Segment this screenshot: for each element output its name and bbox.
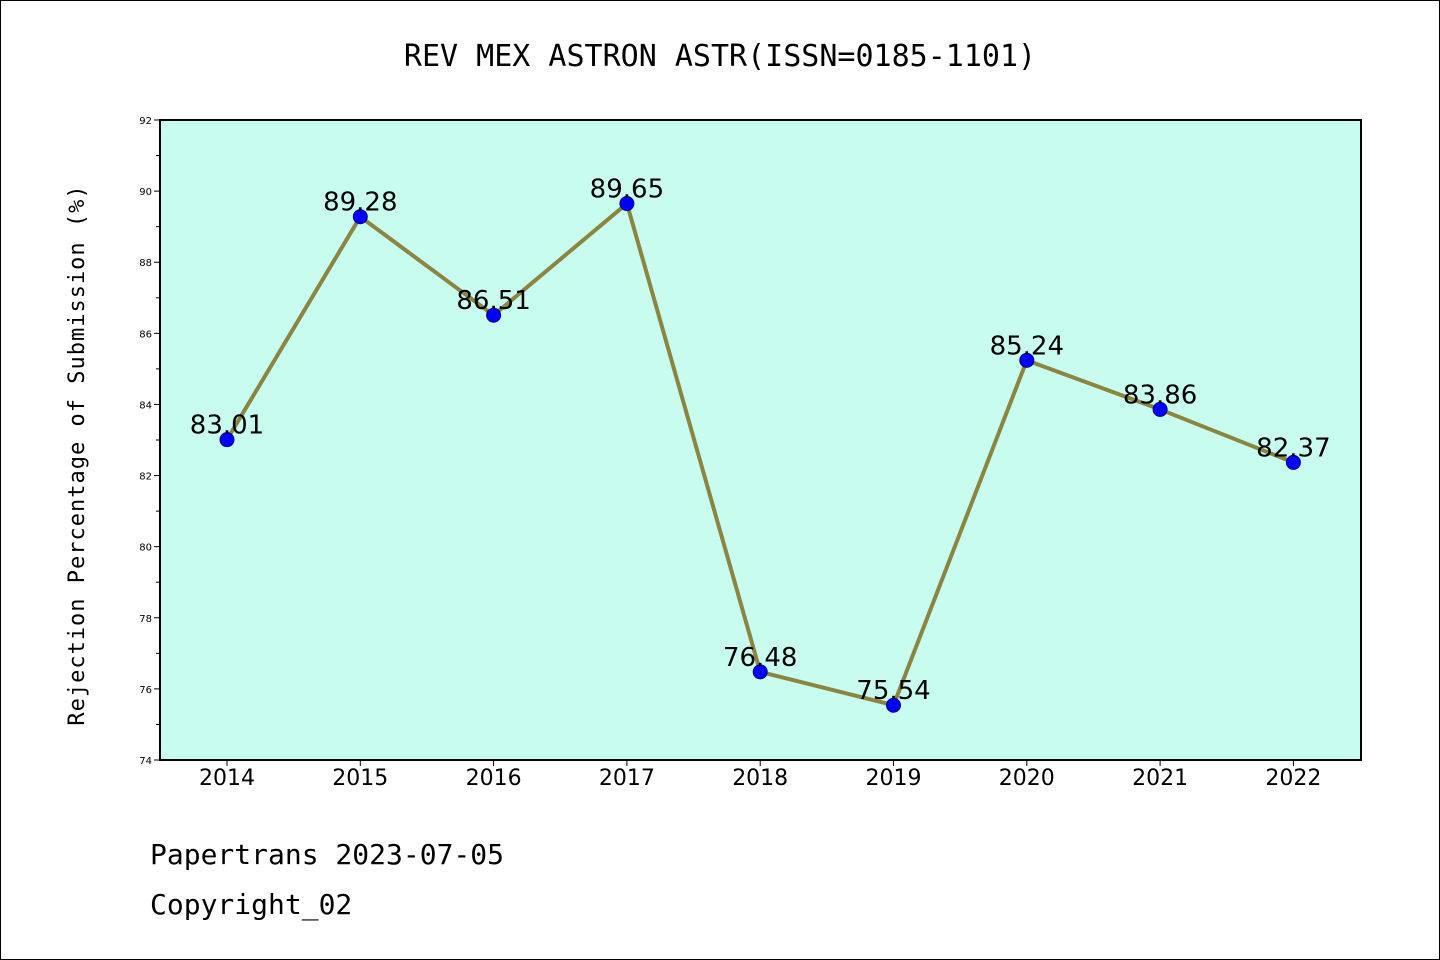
- y-tick-label: 74: [139, 756, 152, 767]
- footer-copyright: Copyright_02: [150, 888, 352, 922]
- data-label: 86.51: [456, 286, 530, 316]
- data-label: 89.65: [590, 175, 664, 205]
- y-tick-label: 88: [139, 258, 152, 269]
- data-point: [886, 697, 901, 713]
- y-tick-label: 80: [139, 543, 152, 554]
- data-label: 83.86: [1123, 380, 1197, 410]
- x-tick-label: 2019: [866, 766, 922, 791]
- x-axis: 2014 2015 2016 2017 2018 2019 2020 2021 2022: [199, 760, 1321, 791]
- y-tick-label: 86: [139, 329, 152, 340]
- data-label: 89.28: [323, 188, 397, 218]
- y-axis: 74 76 78 80 82 84 86 88 90 92: [139, 116, 160, 767]
- x-tick-label: 2014: [199, 766, 255, 791]
- x-tick-label: 2016: [466, 766, 522, 791]
- x-tick-label: 2018: [732, 766, 788, 791]
- data-label: 76.48: [723, 643, 797, 673]
- y-tick-label: 82: [139, 472, 152, 483]
- data-point: [1019, 352, 1035, 368]
- x-tick-label: 2021: [1132, 766, 1188, 791]
- y-tick-label: 76: [139, 685, 152, 696]
- x-tick-label: 2015: [332, 766, 388, 791]
- data-point: [219, 432, 235, 448]
- y-tick-label: 78: [139, 614, 152, 625]
- data-labels-group: 83.01 89.28 86.51 89.65 76.48 75.54 85.24 83.86…: [190, 175, 1331, 707]
- data-point: [486, 307, 502, 323]
- chart-title: REV MEX ASTRON ASTR(ISSN=0185-1101): [404, 39, 1036, 74]
- data-label: 75.54: [856, 676, 930, 706]
- y-tick-label: 90: [139, 187, 152, 198]
- x-tick-label: 2020: [999, 766, 1055, 791]
- data-label: 83.01: [190, 411, 264, 441]
- y-tick-label: 92: [139, 116, 152, 127]
- data-point: [352, 209, 368, 225]
- data-point: [1285, 454, 1301, 470]
- data-point: [752, 664, 768, 680]
- data-label: 85.24: [990, 331, 1064, 361]
- x-tick-label: 2017: [599, 766, 655, 791]
- data-point: [1152, 401, 1168, 417]
- y-axis-label: Rejection Percentage of Submission (%): [65, 184, 90, 725]
- y-tick-label: 84: [139, 400, 152, 411]
- plot-area: [159, 119, 1362, 761]
- data-label: 82.37: [1256, 433, 1330, 463]
- footer-date: Papertrans 2023-07-05: [150, 838, 504, 871]
- markers-group: [219, 196, 1301, 713]
- x-tick-label: 2022: [1265, 766, 1321, 791]
- data-point: [619, 196, 635, 212]
